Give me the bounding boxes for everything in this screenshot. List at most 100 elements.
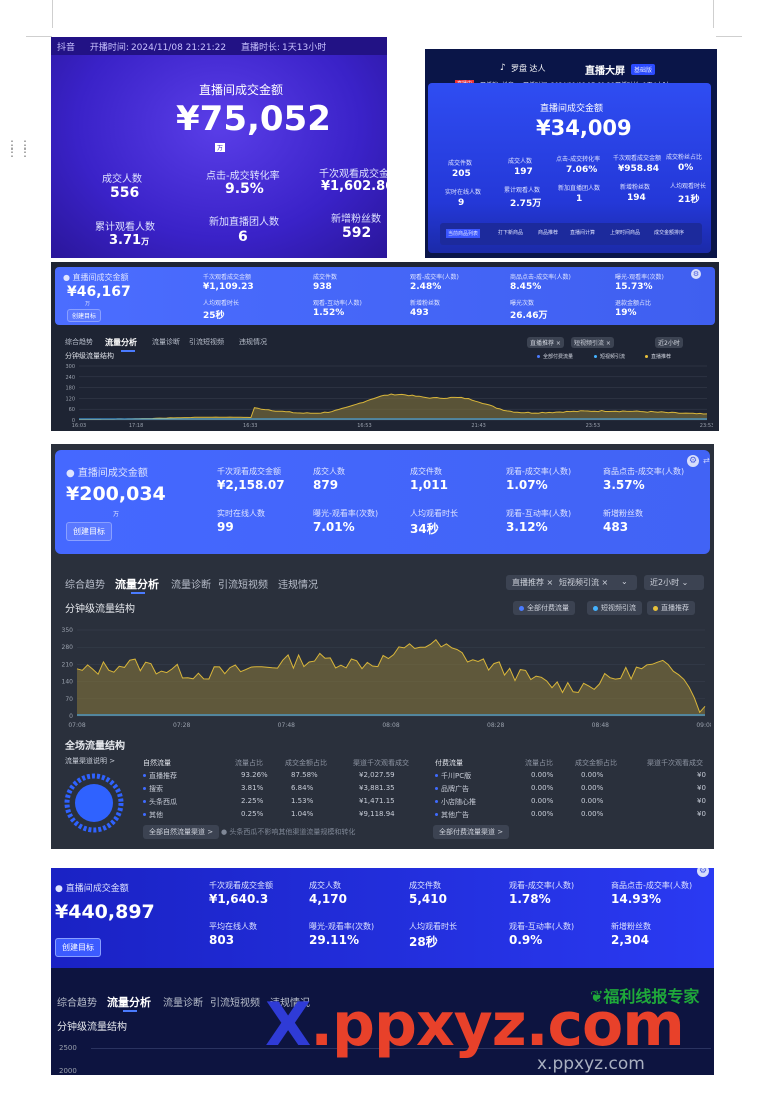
- stat-value: 592: [342, 225, 372, 241]
- stat-label: 曝光-观看率(次数): [309, 922, 375, 931]
- y-tick-label: 60: [69, 407, 75, 413]
- filter-short-video[interactable]: 短视频引流 ×: [553, 575, 637, 590]
- paid-cell: ¥0: [697, 771, 706, 779]
- stat-value: ¥958.84: [618, 164, 659, 174]
- tab-1[interactable]: 流量分析: [105, 338, 137, 347]
- natural-traffic-link[interactable]: 全部自然流量渠道 >: [143, 825, 220, 839]
- stat-value: 205: [452, 169, 471, 179]
- watermark-logo: X.ppxyz.com: [265, 990, 685, 1060]
- settings-icon[interactable]: ⚙: [691, 269, 701, 279]
- gmv-label: ● 直播间成交金额: [66, 468, 148, 479]
- stat-label: 观看-成交率(人数): [506, 467, 572, 476]
- paid-channel-name: 品牌广告: [441, 785, 469, 793]
- tab-3[interactable]: 引流短视频: [210, 998, 260, 1009]
- stat-label: 观看-互动率(人数): [509, 922, 575, 931]
- gmv-value: ¥34,009: [536, 116, 632, 140]
- stat-value: 1.78%: [509, 892, 551, 906]
- tab-3[interactable]: 引流短视频: [189, 338, 224, 346]
- filter-short-video[interactable]: 短视频引流 ×: [571, 337, 614, 348]
- legend-live-recommend: 直播推荐: [647, 601, 695, 615]
- chevron-down-icon[interactable]: ⌄: [617, 575, 632, 588]
- stat-label: 商品点击-成交率(人数): [510, 274, 571, 281]
- version-badge[interactable]: 基础版: [631, 64, 656, 75]
- minute-traffic-chart: 350 280 210 140 70 0 07:08 07:28 07:48 08:08 08:28…: [62, 627, 711, 728]
- bullet-icon: [143, 787, 146, 790]
- tab-1[interactable]: 流量分析: [107, 996, 151, 1009]
- time-range-select[interactable]: 近2小时 ⌄: [644, 575, 704, 590]
- stat-label: 成交件数: [410, 467, 442, 476]
- natural-channel-name: 搜索: [149, 785, 163, 793]
- tab-3[interactable]: 引流短视频: [218, 580, 268, 591]
- stat-label: 成交人数: [313, 467, 345, 476]
- tab-time[interactable]: 上架时间商品: [610, 230, 641, 236]
- crop-mark: [26, 36, 52, 37]
- stat-label: 人均观看时长: [410, 509, 458, 518]
- drag-handle-icon[interactable]: ⋮⋮ ⋮⋮: [6, 138, 32, 159]
- filter-live-recommend[interactable]: 直播推荐 ×: [527, 337, 564, 348]
- paid-cell: 0.00%: [531, 797, 554, 805]
- time-range-select[interactable]: 近2小时: [655, 337, 683, 348]
- paid-cell: 0.00%: [581, 810, 604, 818]
- paid-cell: 0.00%: [581, 797, 604, 805]
- tab-4[interactable]: 违规情况: [278, 580, 318, 591]
- settings-icon[interactable]: ⚙: [697, 868, 709, 877]
- stat-label: 成交人数: [508, 158, 533, 165]
- stat-value: 29.11%: [309, 933, 359, 947]
- gmv-label: 直播间成交金额: [540, 104, 604, 114]
- expand-icon[interactable]: ⇄: [703, 456, 710, 465]
- tab-0[interactable]: 综合趋势: [65, 338, 93, 346]
- x-tick-label: 08:08: [382, 722, 399, 728]
- stat-value: ¥1,640.3: [209, 892, 269, 906]
- live-recommend-area: [77, 639, 705, 716]
- stat-label: 千次观看成交金额: [209, 881, 273, 890]
- paid-traffic-link[interactable]: 全部付费流量渠道 >: [433, 825, 510, 839]
- channel-info-link[interactable]: 流量渠道说明 >: [65, 757, 116, 765]
- natural-cell: 1.04%: [291, 810, 314, 818]
- filter-live-recommend[interactable]: 直播推荐 ×: [506, 575, 560, 590]
- y-tick-label: 0: [72, 418, 75, 424]
- stat-label: 新增粉丝数: [611, 922, 651, 931]
- gmv-label: 直播间成交金额: [199, 83, 284, 97]
- stat-value: 4,170: [309, 892, 347, 906]
- stat-value: 28秒: [409, 935, 438, 949]
- tab-4[interactable]: 违规情况: [270, 998, 310, 1009]
- legend-short-video: 短视频引流: [594, 353, 625, 360]
- tab-0[interactable]: 综合趋势: [57, 998, 97, 1009]
- y-tick-label: 210: [62, 661, 74, 668]
- stat-label: 累计观看人数: [95, 222, 155, 233]
- stat-value: 14.93%: [611, 892, 661, 906]
- stat-label: 新增粉丝数: [410, 300, 441, 307]
- y-tick-label: 120: [65, 396, 75, 402]
- tab-1[interactable]: 流量分析: [115, 578, 159, 591]
- natural-channel-name: 直播推荐: [149, 772, 177, 780]
- create-goal-button[interactable]: 创建目标: [67, 309, 102, 322]
- crop-mark: [52, 0, 53, 28]
- paid-channel-name: 小店随心推: [441, 798, 476, 806]
- tab-2[interactable]: 流量诊断: [171, 580, 211, 591]
- stat-value: 2,304: [611, 933, 649, 947]
- live-recommend-line: [76, 638, 706, 714]
- tab-new-products[interactable]: 打下新商品: [498, 230, 524, 236]
- create-goal-button[interactable]: 创建目标: [55, 938, 101, 957]
- tab-2[interactable]: 流量诊断: [152, 338, 180, 346]
- stat-label: 商品点击-成交率(人数): [611, 881, 693, 890]
- stat-value: 1.07%: [506, 478, 548, 492]
- stat-label: 观看-成交率(人数): [410, 274, 459, 281]
- stat-label: 实时在线人数: [445, 189, 482, 196]
- tab-4[interactable]: 违规情况: [239, 338, 267, 346]
- tab-2[interactable]: 流量诊断: [163, 998, 203, 1009]
- screenshot-panel-4: ● 直播间成交金额 ¥200,034 万 创建目标 千次观看成交金额 ¥2,158…: [51, 444, 714, 849]
- settings-icon[interactable]: ⚙: [687, 455, 699, 467]
- tab-current-products[interactable]: 当前商品列表: [446, 229, 481, 238]
- tab-recommend[interactable]: 商品推荐: [538, 230, 559, 236]
- y-tick-label: 350: [62, 627, 74, 634]
- natural-header: 成交金额占比: [285, 759, 327, 767]
- tab-0[interactable]: 综合趋势: [65, 580, 105, 591]
- x-tick-label: 17:18: [129, 423, 143, 428]
- tab-sort[interactable]: 成交金额排序: [654, 230, 685, 236]
- stat-label: 成交人数: [102, 174, 142, 185]
- create-goal-button[interactable]: 创建目标: [66, 522, 112, 541]
- tab-calc[interactable]: 直播间计算: [570, 230, 596, 236]
- stat-value: 483: [603, 520, 629, 534]
- stat-label: 成交粉丝占比: [666, 154, 703, 161]
